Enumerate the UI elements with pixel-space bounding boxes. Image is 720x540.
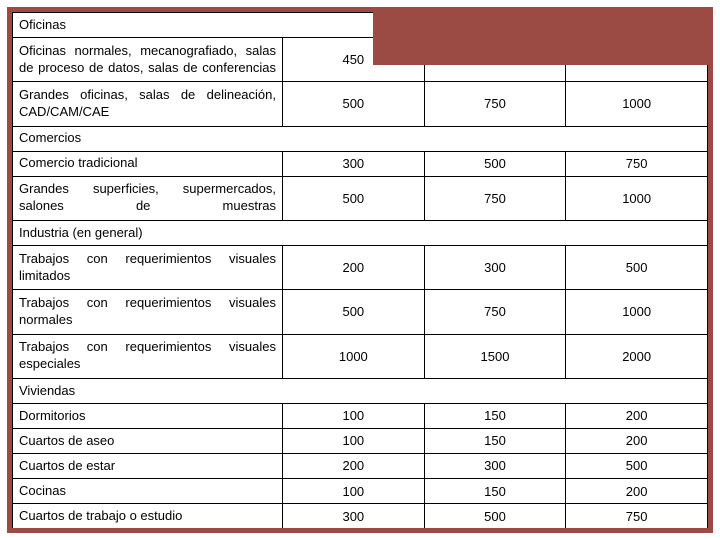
row-label: Cocinas: [13, 479, 283, 504]
row-label: Cuartos de trabajo o estudio: [13, 504, 283, 528]
row-value: 1000: [566, 176, 708, 220]
data-table: OficinasOficinas normales, mecanografiad…: [12, 12, 708, 528]
table-row: Cuartos de trabajo o estudio300500750: [13, 504, 708, 528]
table-row: Cocinas100150200: [13, 479, 708, 504]
table-row: Cuartos de estar200300500: [13, 453, 708, 478]
row-label: Grandes superficies, supermercados, salo…: [13, 176, 283, 220]
table-row: Industria (en general): [13, 220, 708, 245]
row-value: 150: [424, 428, 566, 453]
section-header: Viviendas: [13, 378, 708, 403]
table-row: Cuartos de aseo100150200: [13, 428, 708, 453]
row-value: 100: [283, 428, 425, 453]
row-value: 1000: [566, 82, 708, 126]
row-value: 750: [424, 290, 566, 334]
row-label: Trabajos con requerimientos visuales nor…: [13, 290, 283, 334]
row-value: 300: [424, 246, 566, 290]
row-value: 500: [424, 151, 566, 176]
row-label: Trabajos con requerimientos visuales esp…: [13, 334, 283, 378]
row-value: 750: [424, 82, 566, 126]
table-row: Trabajos con requerimientos visuales esp…: [13, 334, 708, 378]
row-value: 1500: [424, 334, 566, 378]
table-row: Trabajos con requerimientos visuales lim…: [13, 246, 708, 290]
row-value: 200: [566, 403, 708, 428]
table-row: Comercio tradicional300500750: [13, 151, 708, 176]
table-body: OficinasOficinas normales, mecanografiad…: [13, 13, 708, 529]
table-row: Trabajos con requerimientos visuales nor…: [13, 290, 708, 334]
table-row: Grandes superficies, supermercados, salo…: [13, 176, 708, 220]
row-value: 500: [283, 176, 425, 220]
row-label: Trabajos con requerimientos visuales lim…: [13, 246, 283, 290]
row-label: Comercio tradicional: [13, 151, 283, 176]
row-value: 1000: [566, 290, 708, 334]
row-value: 200: [566, 428, 708, 453]
row-value: 200: [283, 246, 425, 290]
row-value: 2000: [566, 334, 708, 378]
row-value: 1000: [283, 334, 425, 378]
row-value: 500: [283, 290, 425, 334]
row-label: Dormitorios: [13, 403, 283, 428]
row-value: 300: [424, 453, 566, 478]
corner-block: [373, 7, 713, 65]
section-header: Comercios: [13, 126, 708, 151]
row-label: Cuartos de estar: [13, 453, 283, 478]
row-value: 100: [283, 403, 425, 428]
table-row: Comercios: [13, 126, 708, 151]
row-label: Grandes oficinas, salas de delineación, …: [13, 82, 283, 126]
row-value: 200: [566, 479, 708, 504]
table-row: Dormitorios100150200: [13, 403, 708, 428]
row-value: 750: [566, 504, 708, 528]
row-label: Oficinas normales, mecanografiado, salas…: [13, 38, 283, 82]
row-value: 100: [283, 479, 425, 504]
row-label: Cuartos de aseo: [13, 428, 283, 453]
row-value: 150: [424, 403, 566, 428]
table-row: Viviendas: [13, 378, 708, 403]
row-value: 500: [566, 246, 708, 290]
outer-frame: OficinasOficinas normales, mecanografiad…: [7, 7, 713, 533]
section-header: Industria (en general): [13, 220, 708, 245]
row-value: 500: [566, 453, 708, 478]
row-value: 500: [283, 82, 425, 126]
row-value: 750: [566, 151, 708, 176]
row-value: 200: [283, 453, 425, 478]
row-value: 150: [424, 479, 566, 504]
row-value: 500: [424, 504, 566, 528]
table-row: Grandes oficinas, salas de delineación, …: [13, 82, 708, 126]
row-value: 300: [283, 504, 425, 528]
row-value: 300: [283, 151, 425, 176]
row-value: 750: [424, 176, 566, 220]
